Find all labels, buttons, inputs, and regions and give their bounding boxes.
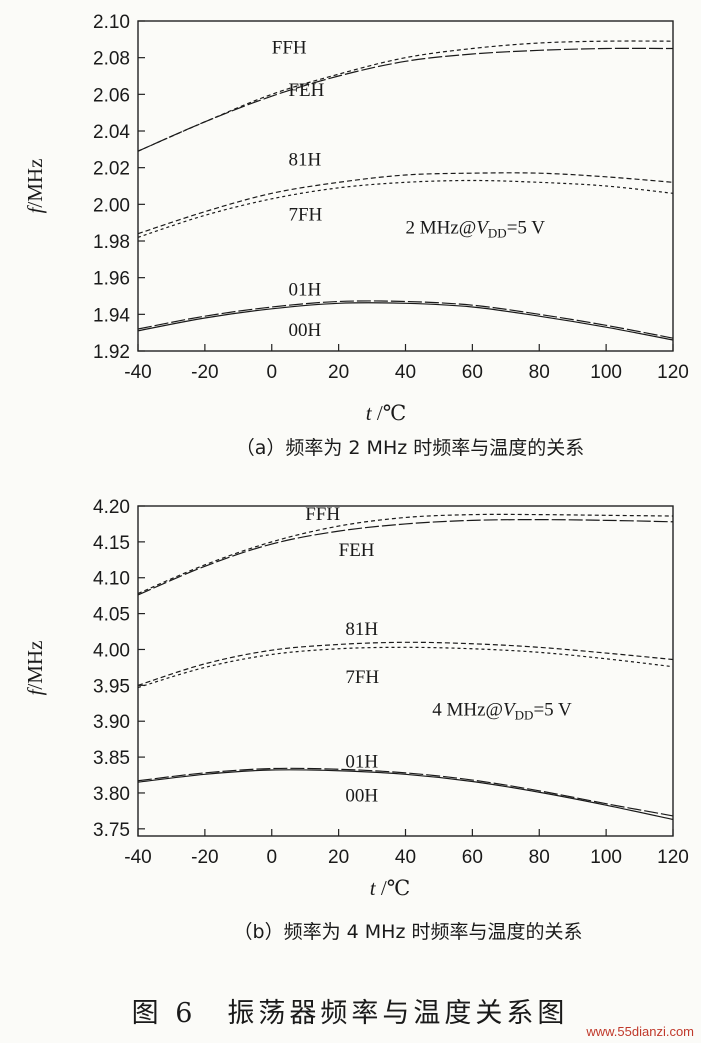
chart-b-series-7fh bbox=[137, 646, 674, 689]
chart-a-series-ffh bbox=[137, 40, 674, 152]
chart-b-y-tick-label: 3.90 bbox=[93, 712, 130, 733]
chart-a-series bbox=[137, 40, 674, 341]
chart-a-series-00h bbox=[137, 302, 674, 341]
chart-b-series-ffh bbox=[137, 513, 674, 595]
chart-b-label-7fh: 7FH bbox=[345, 667, 379, 688]
chart-b-series-00h bbox=[137, 769, 674, 821]
chart-a-x-tick-label: 60 bbox=[462, 362, 483, 383]
chart-b-y-axis-label: f/MHz bbox=[23, 641, 47, 696]
chart-b-y-tick-label: 4.00 bbox=[93, 640, 130, 661]
chart-a-y-tick-label: 2.00 bbox=[93, 195, 130, 216]
chart-a-label-ffh: FFH bbox=[272, 38, 307, 59]
chart-a-y-tick-label: 1.94 bbox=[93, 305, 130, 326]
chart-b-label-ffh: FFH bbox=[305, 504, 340, 525]
chart-b-x-axis-label: t /℃ bbox=[370, 876, 410, 900]
chart-a-x-ticks: -40 -20 0 20 40 60 80 100 120 bbox=[124, 344, 689, 383]
chart-b-y-tick-label: 3.95 bbox=[93, 676, 130, 697]
chart-a-label-7fh: 7FH bbox=[288, 205, 322, 226]
chart-b-curve-labels: FFH FEH 81H 7FH 01H 00H bbox=[305, 504, 379, 806]
chart-b-x-ticks: -40 -20 0 20 40 60 80 100 120 bbox=[124, 829, 689, 868]
chart-a-x-tick-label: 0 bbox=[266, 362, 277, 383]
chart-b-y-tick-label: 4.20 bbox=[93, 497, 130, 518]
chart-b-series-feh bbox=[137, 519, 674, 596]
chart-b-y-tick-label: 3.80 bbox=[93, 784, 130, 805]
chart-a-x-axis-label: t /℃ bbox=[366, 401, 406, 425]
chart-b-y-tick-label: 4.05 bbox=[93, 605, 130, 626]
chart-b-caption: （b）频率为 4 MHz 时频率与温度的关系 bbox=[234, 921, 583, 943]
chart-a-x-tick-label: 20 bbox=[328, 362, 349, 383]
chart-b-x-tick-label: 60 bbox=[462, 847, 483, 868]
chart-a-label-feh: FEH bbox=[288, 80, 324, 101]
chart-a-y-tick-label: 2.06 bbox=[93, 85, 130, 106]
chart-b-x-tick-label: 80 bbox=[529, 847, 550, 868]
chart-b-x-tick-label: 120 bbox=[657, 847, 689, 868]
chart-b-y-tick-label: 4.15 bbox=[93, 533, 130, 554]
chart-a-curve-labels: FFH FEH 81H 7FH 01H 00H bbox=[272, 38, 325, 341]
chart-a-y-tick-label: 1.96 bbox=[93, 269, 130, 290]
chart-b-x-tick-label: 20 bbox=[328, 847, 349, 868]
chart-a-label-00h: 00H bbox=[288, 320, 321, 341]
chart-a-condition: 2 MHz@VDD=5 V bbox=[406, 217, 546, 240]
chart-b-x-tick-label: 40 bbox=[395, 847, 416, 868]
chart-a-series-01h bbox=[137, 300, 674, 339]
chart-a-y-tick-label: 2.08 bbox=[93, 49, 130, 70]
chart-a-x-tick-label: -40 bbox=[124, 362, 151, 383]
chart-a-x-tick-label: -20 bbox=[191, 362, 218, 383]
chart-a-series-81h bbox=[137, 172, 674, 235]
chart-a: 1.92 1.94 1.96 1.98 2.00 2.02 2.04 2.06 2.08 2.10… bbox=[23, 12, 689, 459]
chart-b-label-00h: 00H bbox=[345, 785, 378, 806]
chart-b-label-01h: 01H bbox=[345, 752, 378, 773]
chart-b-label-feh: FEH bbox=[339, 540, 375, 561]
chart-b-series-01h bbox=[137, 767, 674, 817]
chart-a-x-tick-label: 120 bbox=[657, 362, 689, 383]
chart-b-x-tick-label: 100 bbox=[590, 847, 622, 868]
chart-b-y-tick-label: 4.10 bbox=[93, 569, 130, 590]
figure-title: 图 6 振荡器频率与温度关系图 bbox=[132, 998, 569, 1029]
chart-b-x-tick-label: -40 bbox=[124, 847, 151, 868]
chart-b-x-tick-label: 0 bbox=[266, 847, 277, 868]
chart-a-x-tick-label: 80 bbox=[529, 362, 550, 383]
chart-a-frame bbox=[137, 20, 674, 352]
chart-a-series-feh bbox=[137, 47, 674, 152]
watermark: www.55dianzi.com bbox=[585, 1024, 694, 1039]
chart-b-series bbox=[137, 513, 674, 821]
chart-a-y-ticks: 1.92 1.94 1.96 1.98 2.00 2.02 2.04 2.06 2.08 2.10 bbox=[93, 12, 145, 363]
chart-b: 3.75 3.80 3.85 3.90 3.95 4.00 4.05 4.10 4.15 4.20… bbox=[23, 497, 689, 943]
chart-b-label-81h: 81H bbox=[345, 619, 378, 640]
chart-b-frame bbox=[137, 505, 674, 837]
chart-a-caption: （a）频率为 2 MHz 时频率与温度的关系 bbox=[236, 437, 585, 459]
chart-a-series-7fh bbox=[137, 179, 674, 238]
chart-a-y-tick-label: 1.98 bbox=[93, 232, 130, 253]
chart-a-label-81h: 81H bbox=[288, 150, 321, 171]
chart-b-y-ticks: 3.75 3.80 3.85 3.90 3.95 4.00 4.05 4.10 4.15 4.20 bbox=[93, 497, 145, 841]
chart-b-y-tick-label: 3.85 bbox=[93, 748, 130, 769]
chart-b-x-tick-label: -20 bbox=[191, 847, 218, 868]
chart-a-x-tick-label: 100 bbox=[590, 362, 622, 383]
chart-a-y-tick-label: 1.92 bbox=[93, 342, 130, 363]
chart-a-y-axis-label: f/MHz bbox=[23, 159, 47, 214]
chart-a-y-tick-label: 2.10 bbox=[93, 12, 130, 33]
chart-a-y-tick-label: 2.02 bbox=[93, 159, 130, 180]
chart-a-label-01h: 01H bbox=[288, 280, 321, 301]
chart-b-condition: 4 MHz@VDD=5 V bbox=[432, 699, 572, 722]
chart-a-y-tick-label: 2.04 bbox=[93, 122, 130, 143]
chart-b-y-tick-label: 3.75 bbox=[93, 820, 130, 841]
chart-a-x-tick-label: 40 bbox=[395, 362, 416, 383]
chart-b-series-81h bbox=[137, 641, 674, 686]
